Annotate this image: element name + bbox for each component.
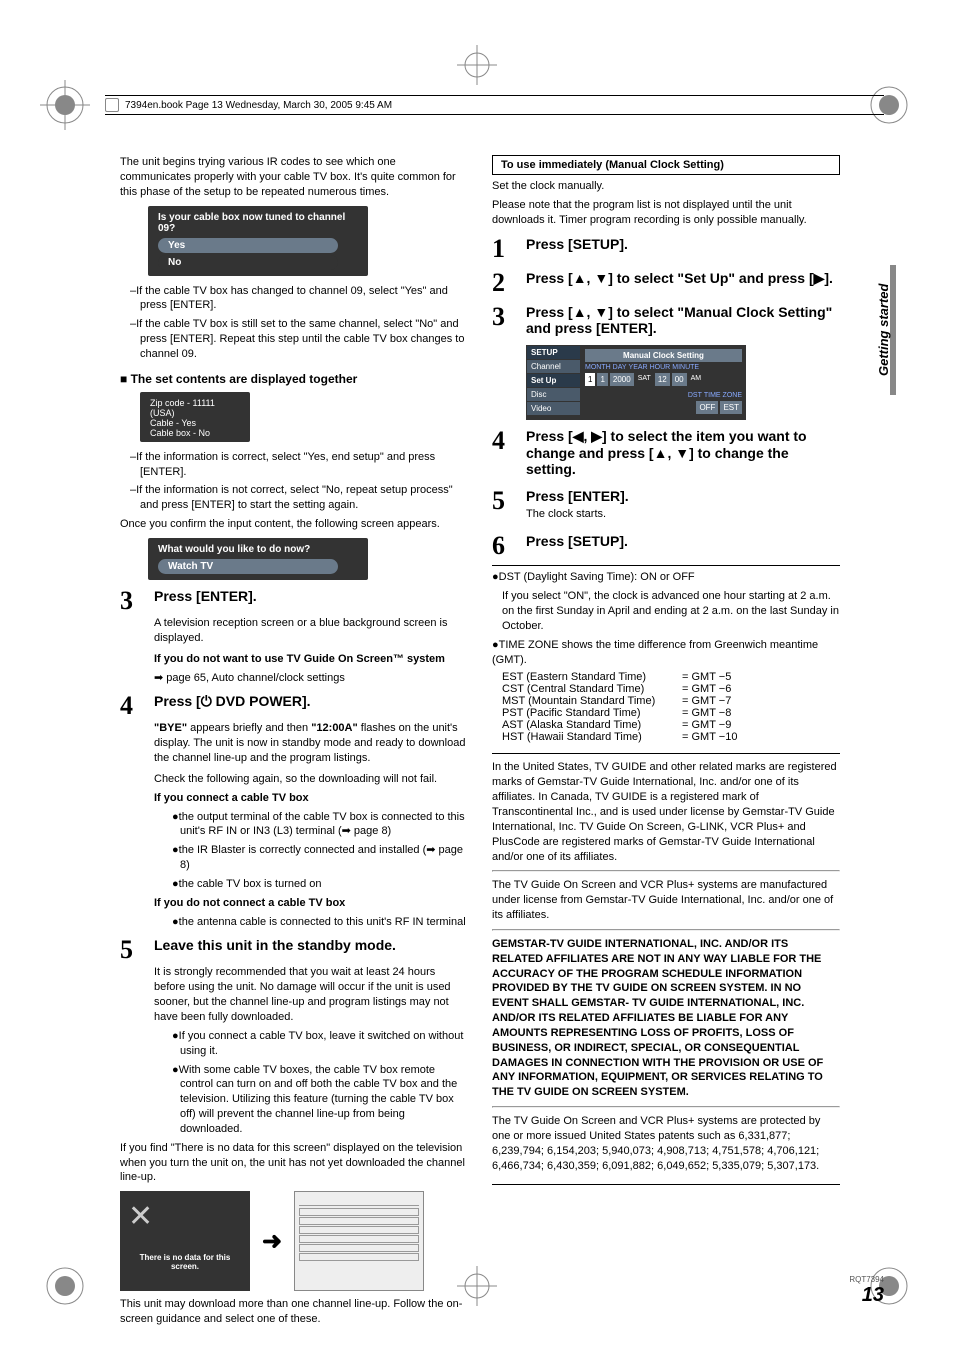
set-contents-hd: ■ The set contents are displayed togethe…: [120, 372, 468, 386]
step5-bl2: ●With some cable TV boxes, the cable TV …: [172, 1063, 468, 1137]
step-number: 6: [492, 533, 516, 559]
step-number: 3: [120, 588, 144, 614]
step-number: 3: [492, 304, 516, 339]
step4-body1: "BYE" appears briefly and then "12:00A" …: [154, 721, 468, 766]
header-text: 7394en.book Page 13 Wednesday, March 30,…: [125, 100, 392, 111]
step-number: 5: [492, 488, 516, 526]
legal1: In the United States, TV GUIDE and other…: [492, 760, 840, 864]
step-number: 4: [120, 693, 144, 719]
step-number: 4: [492, 428, 516, 480]
osd-setup: SETUP: [527, 346, 580, 359]
step4-bold1: If you connect a cable TV box: [154, 791, 468, 806]
osd-zip: Zip code - 11111 (USA): [150, 398, 240, 418]
rstep-3: 3 Press [▲, ▼] to select "Manual Clock S…: [492, 304, 840, 339]
osd-question: Is your cable box now tuned to channel 0…: [158, 212, 358, 234]
book-icon: [105, 98, 119, 112]
dst-note1: ●DST (Daylight Saving Time): ON or OFF: [492, 570, 840, 585]
osd-setup2: Set Up: [527, 374, 580, 387]
step3-bold: If you do not want to use TV Guide On Sc…: [154, 652, 468, 667]
step4-head: Press [⏻ DVD POWER].: [154, 693, 468, 710]
confirm-text: Once you confirm the input content, the …: [120, 517, 468, 532]
doc-ref: RQT7394: [849, 1275, 884, 1284]
step4-bold2: If you do not connect a cable TV box: [154, 896, 468, 911]
rstep-4: 4 Press [◀, ▶] to select the item you wa…: [492, 428, 840, 480]
flow-nodata: ✕ There is no data for this screen.: [120, 1191, 250, 1291]
step5-head: Leave this unit in the standby mode.: [154, 937, 468, 953]
step-4: 4 Press [⏻ DVD POWER].: [120, 693, 468, 719]
section-tab: Getting started: [876, 265, 896, 395]
note-no: –If the cable TV box is still set to the…: [130, 317, 468, 362]
osd-cable-prompt: Is your cable box now tuned to channel 0…: [148, 206, 368, 276]
step4-bl2: ●the IR Blaster is correctly connected a…: [172, 843, 468, 873]
osd-what-q: What would you like to do now?: [158, 544, 358, 555]
flow-msg: There is no data for this screen.: [128, 1253, 242, 1271]
rstep-1: 1 Press [SETUP].: [492, 236, 840, 262]
arrow-icon: ➜: [262, 1227, 282, 1256]
r-intro1: Set the clock manually.: [492, 179, 840, 194]
rstep-6: 6 Press [SETUP].: [492, 533, 840, 559]
r5-head: Press [ENTER].: [526, 488, 840, 504]
legal3: GEMSTAR-TV GUIDE INTERNATIONAL, INC. AND…: [492, 937, 840, 1100]
footer: RQT7394 13: [849, 1275, 884, 1307]
note-yes: –If the cable TV box has changed to chan…: [130, 284, 468, 314]
legal2: The TV Guide On Screen and VCR Plus+ sys…: [492, 878, 840, 923]
left-column: The unit begins trying various IR codes …: [120, 155, 468, 1331]
step5-bl1: ●If you connect a cable TV box, leave it…: [172, 1029, 468, 1059]
osd-channel: Channel: [527, 360, 580, 373]
dst-note2: If you select "ON", the clock is advance…: [502, 589, 840, 634]
right-column: To use immediately (Manual Clock Setting…: [492, 155, 840, 1331]
flow-diagram: ✕ There is no data for this screen. ➜: [120, 1191, 468, 1291]
rstep-2: 2 Press [▲, ▼] to select "Set Up" and pr…: [492, 270, 840, 296]
r5-body: The clock starts.: [526, 507, 840, 522]
step5-body3: This unit may download more than one cha…: [120, 1297, 468, 1327]
step5-body2: If you find "There is no data for this s…: [120, 1141, 468, 1186]
osd-video: Video: [527, 402, 580, 415]
x-icon: ✕: [128, 1199, 153, 1234]
step3-body: A television reception screen or a blue …: [154, 616, 468, 646]
step-3: 3 Press [ENTER].: [120, 588, 468, 614]
step4-bl3: ●the cable TV box is turned on: [172, 877, 468, 892]
step4-body2: Check the following again, so the downlo…: [154, 772, 468, 787]
osd-set-contents: Zip code - 11111 (USA) Cable - Yes Cable…: [140, 392, 250, 442]
r6-head: Press [SETUP].: [526, 533, 840, 549]
legal4: The TV Guide On Screen and VCR Plus+ sys…: [492, 1114, 840, 1173]
r1-head: Press [SETUP].: [526, 236, 840, 252]
page-number: 13: [849, 1284, 884, 1307]
note-incorrect: –If the information is not correct, sele…: [130, 483, 468, 513]
osd-cablebox: Cable box - No: [150, 428, 240, 438]
step-number: 5: [120, 937, 144, 963]
tz-table: EST (Eastern Standard Time)= GMT −5 CST …: [502, 671, 840, 743]
r3-head: Press [▲, ▼] to select "Manual Clock Set…: [526, 304, 840, 336]
r2-head: Press [▲, ▼] to select "Set Up" and pres…: [526, 270, 840, 287]
r4-head: Press [◀, ▶] to select the item you want…: [526, 428, 840, 477]
header-bar: 7394en.book Page 13 Wednesday, March 30,…: [105, 95, 884, 115]
osd-what-now: What would you like to do now? Watch TV: [148, 538, 368, 580]
step-5: 5 Leave this unit in the standby mode.: [120, 937, 468, 963]
step4-bl1: ●the output terminal of the cable TV box…: [172, 810, 468, 840]
osd-watch-tv: Watch TV: [158, 559, 338, 574]
intro-text: The unit begins trying various IR codes …: [120, 155, 468, 200]
rstep-5: 5 Press [ENTER]. The clock starts.: [492, 488, 840, 526]
tz-note: ●TIME ZONE shows the time difference fro…: [492, 638, 840, 668]
manual-clock-osd: SETUP Channel Set Up Disc Video Manual C…: [526, 345, 746, 420]
osd-yes: Yes: [158, 238, 338, 253]
step3-ref: ➡ page 65, Auto channel/clock settings: [154, 671, 468, 686]
flow-lineup: [294, 1191, 424, 1291]
step3-head: Press [ENTER].: [154, 588, 468, 604]
note-correct: –If the information is correct, select "…: [130, 450, 468, 480]
manual-clock-title: To use immediately (Manual Clock Setting…: [492, 155, 840, 175]
legal-box: In the United States, TV GUIDE and other…: [492, 753, 840, 1184]
step5-body1: It is strongly recommended that you wait…: [154, 965, 468, 1024]
step-number: 1: [492, 236, 516, 262]
step-number: 2: [492, 270, 516, 296]
osd-cable: Cable - Yes: [150, 418, 240, 428]
osd-no: No: [158, 255, 338, 270]
r-intro2: Please note that the program list is not…: [492, 198, 840, 228]
step4-bl4: ●the antenna cable is connected to this …: [172, 915, 468, 930]
osd-title: Manual Clock Setting: [585, 349, 742, 362]
osd-disc: Disc: [527, 388, 580, 401]
